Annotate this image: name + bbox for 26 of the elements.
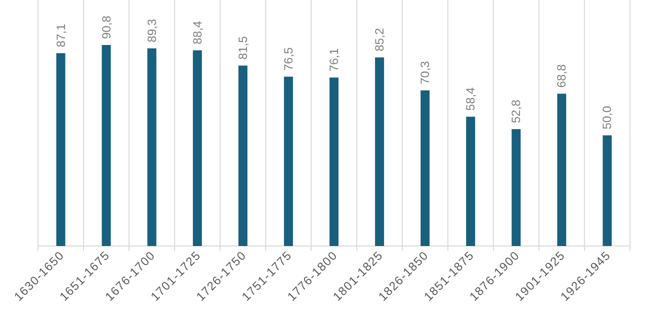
bar xyxy=(557,94,566,246)
data-label: 87,1 xyxy=(54,24,68,48)
bar xyxy=(238,66,248,246)
data-label: 76,1 xyxy=(327,48,341,72)
data-label: 89,3 xyxy=(144,18,159,42)
data-label: 70,3 xyxy=(418,60,432,84)
data-label: 85,2 xyxy=(372,28,387,52)
data-label: 52,8 xyxy=(509,99,524,124)
data-label: 88,4 xyxy=(190,20,204,44)
bar xyxy=(284,76,293,246)
data-label: 76,5 xyxy=(281,46,296,71)
bar xyxy=(102,45,111,246)
bar xyxy=(420,90,430,246)
data-label: 68,8 xyxy=(554,64,569,88)
bar xyxy=(56,53,66,246)
data-label: 81,5 xyxy=(236,36,250,60)
bar xyxy=(330,78,338,246)
bar xyxy=(466,116,476,246)
bar xyxy=(375,57,384,246)
data-label: 58,4 xyxy=(464,87,478,111)
data-label: 90,8 xyxy=(99,15,114,39)
bar xyxy=(192,50,202,246)
bar xyxy=(512,129,521,246)
bar xyxy=(147,48,156,246)
data-label: 50,0 xyxy=(600,106,614,130)
bar xyxy=(602,135,612,246)
